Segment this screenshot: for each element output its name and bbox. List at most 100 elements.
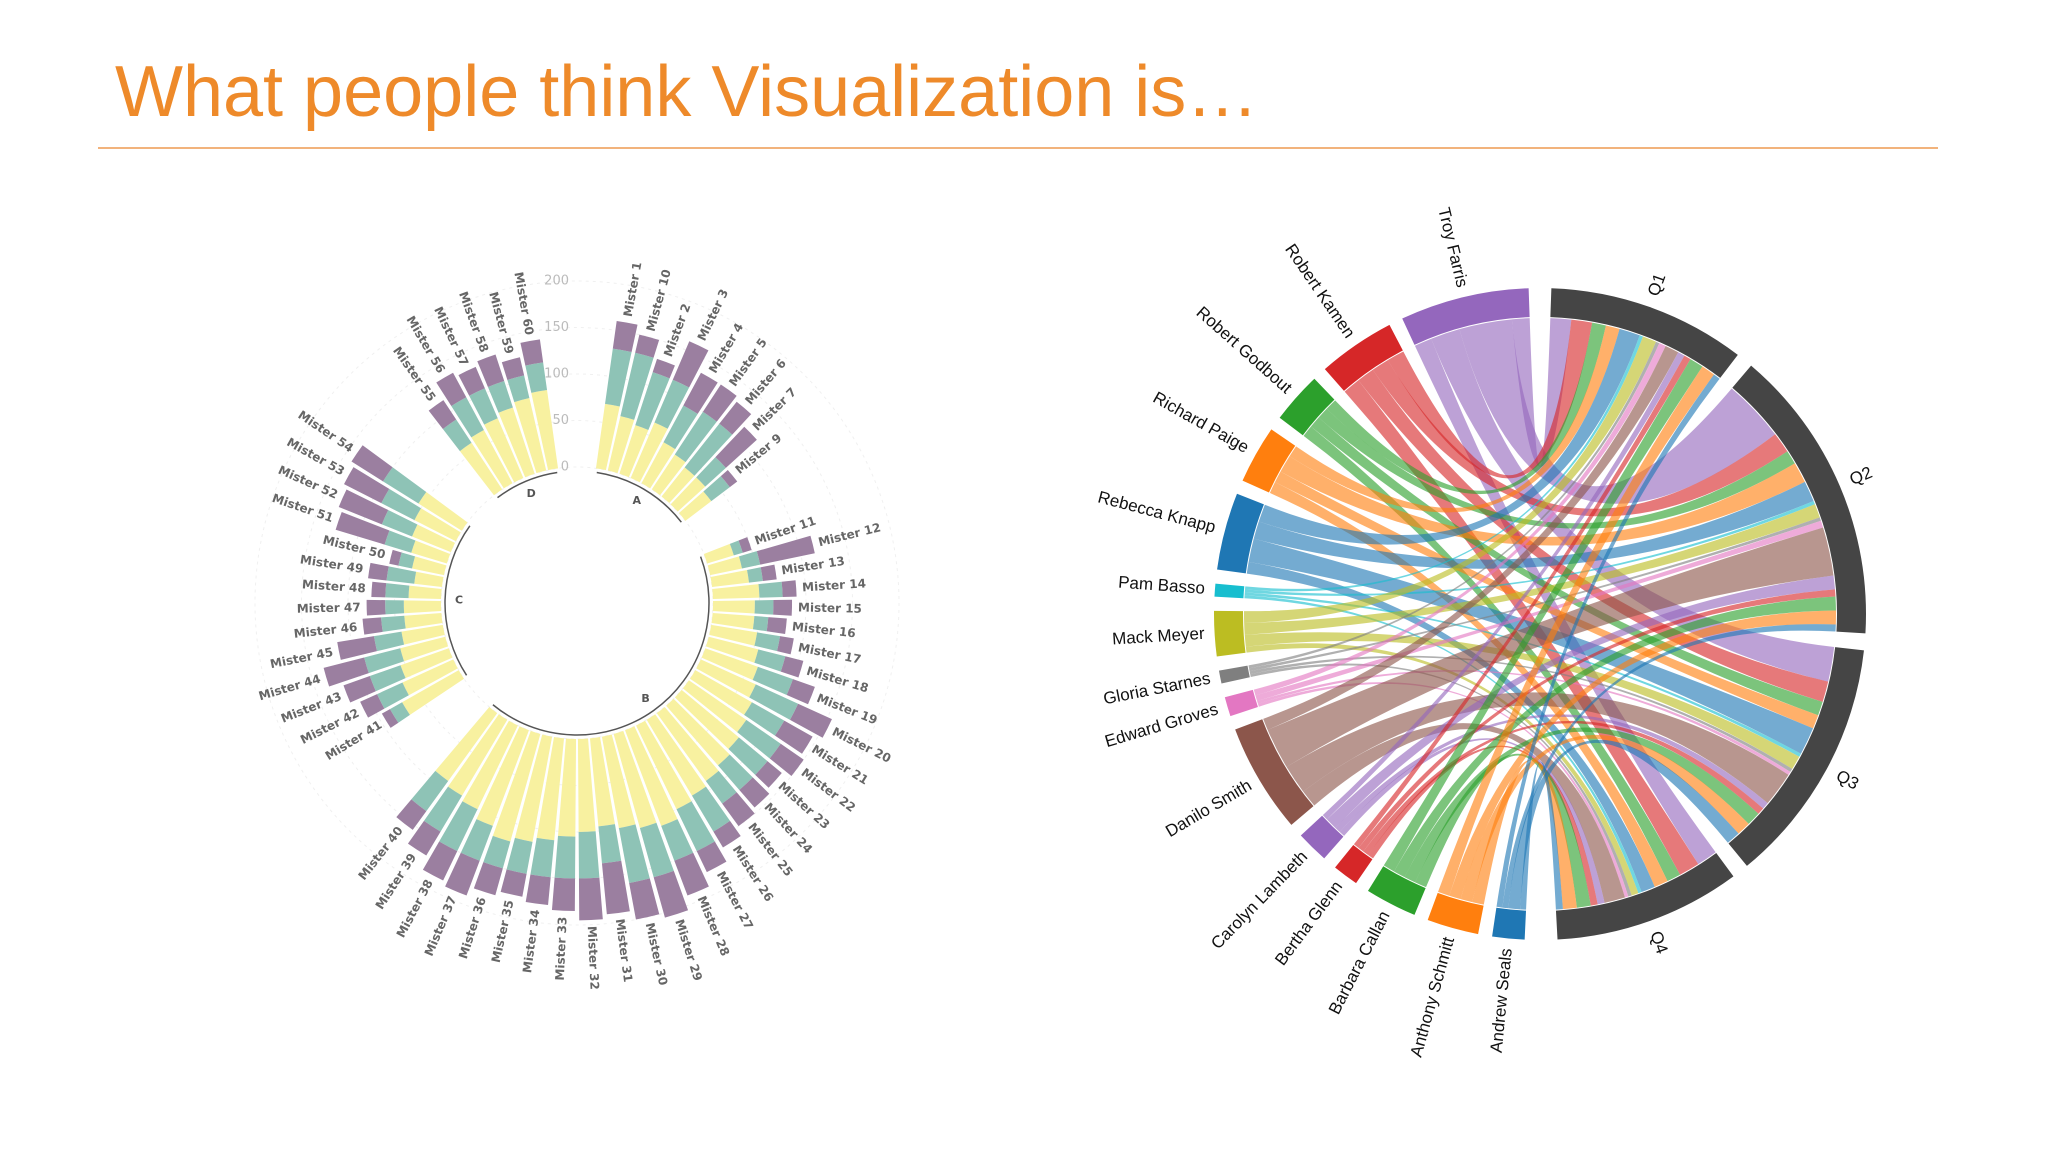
bar-segment xyxy=(525,874,551,906)
bar-segment xyxy=(404,612,443,629)
bar-segment xyxy=(682,680,747,733)
bar-segment xyxy=(715,426,757,468)
source-label: Robert Godbout xyxy=(1193,303,1296,398)
category-label: Mister 16 xyxy=(791,619,856,640)
source-label: Barbara Callan xyxy=(1325,908,1394,1018)
bar-segment xyxy=(754,600,774,615)
bar-segment xyxy=(557,738,577,837)
bar-segment xyxy=(737,719,781,759)
source-label: Edward Groves xyxy=(1103,699,1221,751)
bar-segment xyxy=(578,877,603,921)
bar-segment xyxy=(639,822,674,878)
bar-segment xyxy=(663,405,698,450)
bar-segment xyxy=(713,820,741,848)
bar-segment xyxy=(711,612,755,630)
bar-segment xyxy=(607,416,635,474)
bar-segment xyxy=(407,820,441,856)
target-arc xyxy=(1732,365,1866,634)
bar-segment xyxy=(652,358,675,379)
ribbon xyxy=(1414,338,1716,865)
bar-segment xyxy=(460,819,493,861)
bar-segment xyxy=(476,726,529,826)
bar-segment xyxy=(790,703,832,738)
bar-segment xyxy=(362,617,383,635)
group-arc xyxy=(497,471,558,499)
bar-segment xyxy=(696,457,726,487)
group-label: A xyxy=(632,494,641,507)
bar-segment xyxy=(612,320,638,352)
bar-segment xyxy=(710,569,750,588)
bar-segment xyxy=(408,585,442,600)
bar-segment xyxy=(458,366,485,396)
bar-segment xyxy=(371,581,387,598)
source-arc xyxy=(1279,378,1335,436)
bar-segment xyxy=(445,852,480,896)
bar-segment xyxy=(385,583,410,599)
bar-segment xyxy=(366,599,386,616)
category-label: Mister 37 xyxy=(422,894,460,958)
bar-segment xyxy=(630,422,668,483)
bar-segment xyxy=(554,835,576,879)
bar-segment xyxy=(589,737,615,827)
group-label: D xyxy=(527,487,536,500)
bar-segment xyxy=(338,489,389,525)
bar-segment xyxy=(414,508,461,542)
bar-segment xyxy=(343,676,376,703)
bar-segment xyxy=(691,786,731,832)
source-arc xyxy=(1427,892,1484,935)
source-arc xyxy=(1402,288,1530,345)
category-label: Mister 48 xyxy=(302,577,367,595)
bar-segment xyxy=(411,770,449,812)
y-tick-label: 100 xyxy=(544,367,569,382)
bar-segment xyxy=(670,477,706,512)
bar-segment xyxy=(469,388,498,425)
ribbon xyxy=(1520,761,1563,910)
bar-segment xyxy=(525,362,548,393)
bar-segment xyxy=(709,624,758,646)
bar-segment xyxy=(418,492,468,531)
bar-segment xyxy=(769,743,804,776)
bar-segment xyxy=(653,870,689,918)
bar-segment xyxy=(618,824,650,883)
bar-segment xyxy=(661,819,694,861)
ribbon xyxy=(1344,380,1699,875)
source-label: Rebecca Knapp xyxy=(1096,487,1218,536)
source-arc xyxy=(1492,907,1527,940)
bar-segment xyxy=(781,580,797,597)
bar-segment xyxy=(683,372,718,414)
bar-segment xyxy=(651,454,686,496)
bar-segment xyxy=(717,754,753,790)
bar-segment xyxy=(678,491,712,521)
bar-segment xyxy=(705,770,737,804)
bar-segment xyxy=(402,659,458,696)
group-arc xyxy=(444,525,471,676)
bar-segment xyxy=(369,665,406,692)
bar-segment xyxy=(780,656,804,678)
source-arc xyxy=(1235,719,1314,825)
target-label: Q4 xyxy=(1646,929,1672,957)
bar-segment xyxy=(385,600,405,615)
bar-segment xyxy=(702,384,737,422)
source-label: Anthony Schmitt xyxy=(1407,935,1459,1060)
bar-segment xyxy=(752,616,769,632)
bar-segment xyxy=(674,852,709,896)
bar-segment xyxy=(747,567,763,583)
bar-segment xyxy=(786,679,815,705)
bar-segment xyxy=(755,761,782,788)
source-label: Gloria Starnes xyxy=(1102,669,1212,709)
bar-segment xyxy=(728,737,768,775)
category-label: Mister 34 xyxy=(520,909,542,974)
ribbon xyxy=(1415,753,1591,908)
bar-segment xyxy=(738,551,761,569)
source-label: Mack Meyer xyxy=(1112,624,1206,649)
source-arc xyxy=(1217,493,1264,574)
bar-segment xyxy=(625,726,678,826)
ribbon xyxy=(1508,739,1739,910)
bar-segment xyxy=(760,564,777,582)
bar-segment xyxy=(448,714,508,796)
bar-segment xyxy=(635,372,670,430)
group-arc xyxy=(596,471,682,523)
bar-segment xyxy=(672,341,709,388)
